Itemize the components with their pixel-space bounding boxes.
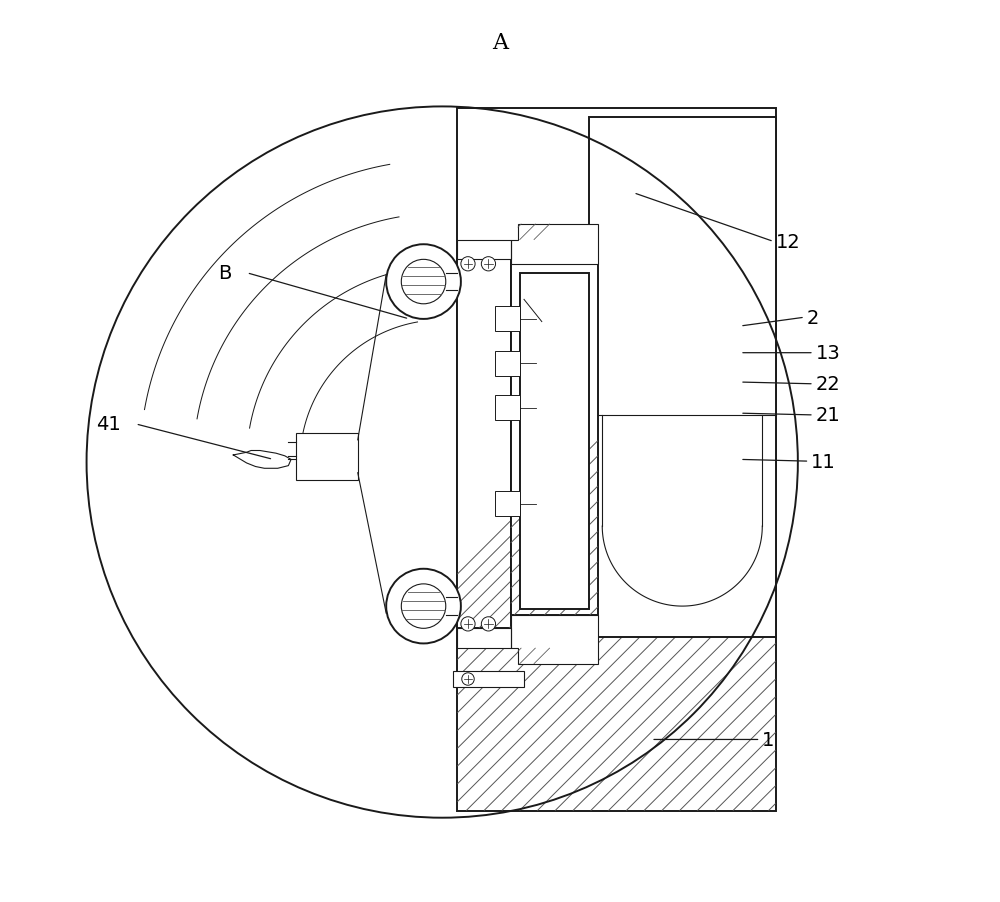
Text: 2: 2 bbox=[807, 308, 819, 327]
Polygon shape bbox=[457, 615, 598, 664]
Circle shape bbox=[462, 673, 474, 686]
Bar bbox=[520, 273, 589, 609]
Circle shape bbox=[386, 569, 461, 644]
Bar bbox=[296, 433, 358, 480]
Circle shape bbox=[401, 260, 446, 305]
Circle shape bbox=[461, 617, 475, 631]
Bar bbox=[511, 264, 598, 615]
Bar bbox=[457, 260, 511, 629]
Text: 41: 41 bbox=[96, 415, 121, 434]
Text: 22: 22 bbox=[816, 375, 840, 394]
Text: 1: 1 bbox=[762, 730, 775, 750]
Bar bbox=[495, 396, 520, 421]
Text: B: B bbox=[218, 264, 231, 283]
Text: 11: 11 bbox=[811, 452, 836, 471]
Bar bbox=[453, 671, 524, 687]
Text: 21: 21 bbox=[816, 406, 840, 425]
Circle shape bbox=[481, 617, 496, 631]
Circle shape bbox=[481, 257, 496, 272]
Circle shape bbox=[461, 257, 475, 272]
Bar bbox=[495, 352, 520, 376]
Text: 12: 12 bbox=[776, 233, 800, 252]
Bar bbox=[457, 109, 776, 811]
Circle shape bbox=[386, 245, 461, 319]
Text: A: A bbox=[492, 32, 508, 53]
Bar bbox=[495, 492, 520, 517]
Polygon shape bbox=[457, 225, 598, 264]
Circle shape bbox=[401, 584, 446, 629]
Bar bbox=[495, 307, 520, 332]
Text: 13: 13 bbox=[816, 344, 840, 363]
Bar bbox=[589, 118, 776, 638]
